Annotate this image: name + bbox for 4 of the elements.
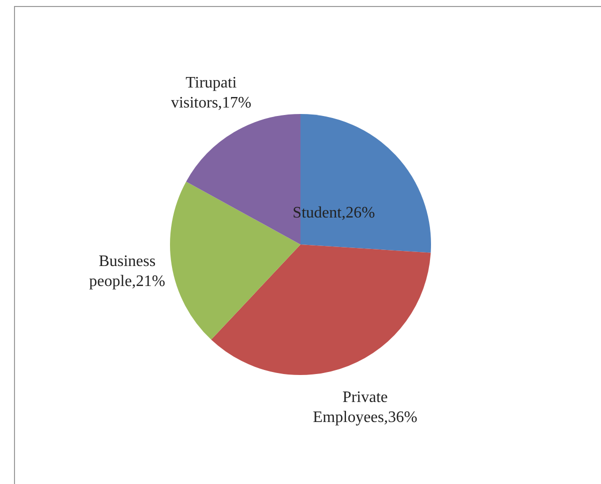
slice-label: Tirupati visitors,17% <box>170 74 252 112</box>
slice-label: Private Employees,36% <box>312 388 418 426</box>
slice-label: Business people,21% <box>89 253 166 290</box>
slice-label: Student,26% <box>292 204 375 222</box>
